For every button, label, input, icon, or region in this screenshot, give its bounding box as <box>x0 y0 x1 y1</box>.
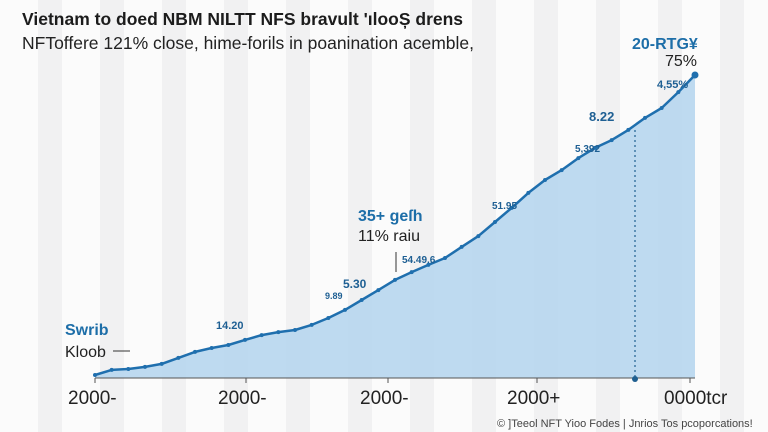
data-point <box>293 328 297 332</box>
data-point <box>409 270 414 275</box>
data-point <box>343 307 347 312</box>
point-label: 8.22 <box>589 109 615 124</box>
data-point <box>393 277 397 282</box>
data-point <box>326 316 331 320</box>
data-point <box>626 127 631 132</box>
data-point <box>643 115 647 120</box>
data-point <box>126 367 131 371</box>
data-point <box>93 373 97 377</box>
point-label: 5,392 <box>575 144 601 155</box>
data-point <box>209 346 214 350</box>
page-title: Vietnam to doed NBM NILTT NFS bravult 'ı… <box>22 9 464 29</box>
data-point <box>276 330 281 335</box>
data-point <box>509 205 514 210</box>
mid-annotation-title: 35+ geſh <box>358 208 423 225</box>
x-tick-label: 2000- <box>68 388 117 409</box>
right-annotation-sub: 75% <box>665 53 698 70</box>
data-point <box>493 220 497 224</box>
x-tick-label: 0000tcr <box>664 388 728 409</box>
data-point <box>159 361 164 366</box>
data-point <box>143 364 147 369</box>
data-point <box>309 322 314 327</box>
right-annotation-title: 20-RTG¥ <box>632 36 698 53</box>
data-point <box>576 156 581 161</box>
data-point <box>359 298 364 302</box>
left-annotation-sub: Kloob <box>65 344 106 361</box>
left-annotation-title: Swrib <box>65 322 109 339</box>
data-point <box>443 256 447 260</box>
x-tick-label: 2000+ <box>507 388 561 409</box>
data-point <box>109 367 114 372</box>
data-point <box>691 71 699 79</box>
source-footer: © ]Teeol NFT Yioo Fodes | Jnrios Tos pco… <box>497 418 753 430</box>
mid-annotation-sub: 11% raiu <box>358 228 420 245</box>
page-subtitle: NFToffere 121% close, hime-forils in poa… <box>22 33 474 53</box>
data-point <box>259 333 264 338</box>
x-tick-label: 2000- <box>218 388 267 409</box>
point-label: 5.30 <box>343 277 367 291</box>
point-label: 9.89 <box>325 291 343 301</box>
data-point <box>593 145 597 150</box>
data-point <box>226 343 231 347</box>
point-label: 14.20 <box>216 320 244 332</box>
data-point <box>426 262 431 267</box>
point-label: 54.49.6 <box>402 255 436 266</box>
data-point <box>243 337 247 342</box>
marker-dot <box>632 376 638 382</box>
data-point <box>609 138 614 143</box>
point-label: 4,55% <box>657 79 689 91</box>
data-point <box>476 234 481 239</box>
data-point <box>659 106 664 110</box>
data-point <box>559 168 564 173</box>
area-fill <box>95 75 695 378</box>
point-label: 51.95 <box>492 201 518 212</box>
data-point <box>176 355 181 360</box>
data-point <box>543 178 547 182</box>
x-tick-label: 2000- <box>360 388 409 409</box>
data-point <box>193 349 197 354</box>
data-point <box>526 190 531 195</box>
data-point <box>376 288 381 293</box>
data-point <box>459 244 464 249</box>
data-point <box>676 90 681 95</box>
